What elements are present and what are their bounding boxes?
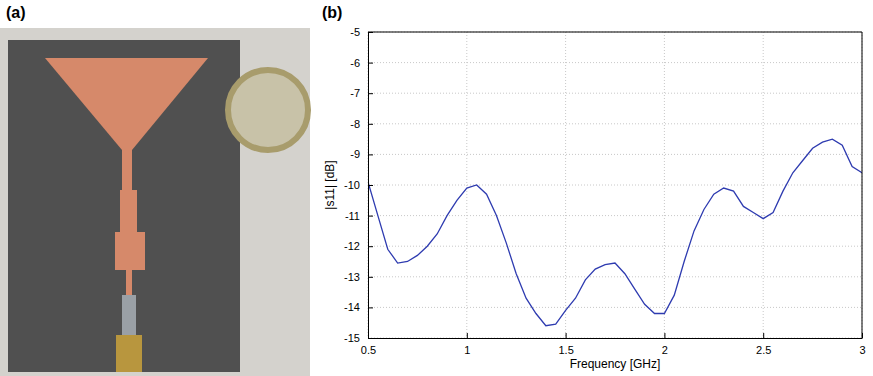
y-tick-label: -6: [350, 57, 360, 69]
frame: [862, 32, 863, 338]
y-tick-mark: [368, 338, 373, 339]
y-tick-label: -14: [344, 301, 360, 313]
s11-line: [368, 139, 862, 326]
y-tick-mark: [368, 246, 373, 247]
y-tick-label: -13: [344, 271, 360, 283]
x-tick-label: 0.5: [361, 344, 376, 356]
y-tick-label: -10: [344, 179, 360, 191]
grid-line: [368, 307, 862, 308]
grid-line: [763, 32, 764, 338]
y-tick: -5: [350, 26, 373, 38]
photo-panel: (a): [0, 4, 310, 376]
x-tick-label: 1.5: [558, 344, 573, 356]
y-tick-mark: [368, 307, 373, 308]
copper-feed: [115, 150, 145, 305]
x-tick-mark: [862, 333, 863, 338]
y-tick-label: -9: [350, 148, 360, 160]
x-tick-label: 2.5: [756, 344, 771, 356]
y-tick-mark: [368, 32, 373, 33]
y-tick-mark: [368, 154, 373, 155]
grid-line: [368, 154, 862, 155]
coax: [122, 295, 136, 335]
x-tick-label: 1: [464, 344, 470, 356]
plot-marks: [368, 139, 862, 326]
y-tick-label: -11: [345, 210, 360, 222]
y-axis: -15 -14 -13 -12 -11 -10 -9 -8 -7 -6 -5: [344, 26, 373, 344]
y-tick: -15: [344, 332, 373, 344]
grid-line: [368, 62, 862, 63]
y-tick: -10: [344, 179, 373, 191]
grid-line: [368, 123, 862, 124]
grid-line: [368, 215, 862, 216]
grid-line: [368, 93, 862, 94]
y-tick-mark: [368, 277, 373, 278]
y-tick-mark: [368, 124, 373, 125]
x-tick: 1.5: [558, 333, 573, 356]
y-tick-mark: [368, 216, 373, 217]
grid-line: [368, 338, 862, 339]
x-tick-label: 3: [859, 344, 865, 356]
copper-radiator: [45, 58, 208, 150]
grid-line: [664, 32, 665, 338]
figure: (a) (b) 0.5 1 1.5 2 2.5 3 -15 -14 -13 -12 -11 -10 -9 -8…: [0, 0, 873, 376]
substrate: [8, 40, 240, 372]
y-tick: -7: [350, 87, 373, 99]
y-tick: -12: [344, 240, 373, 252]
y-tick-label: -5: [350, 26, 360, 38]
plot-background: [368, 32, 862, 338]
sma-connector: [116, 335, 142, 372]
y-tick-label: -8: [350, 118, 360, 130]
grid-line: [368, 246, 862, 247]
y-tick-label: -15: [344, 332, 360, 344]
y-tick: -6: [350, 57, 373, 69]
coin: [228, 70, 308, 150]
x-tick: 2.5: [756, 333, 771, 356]
y-tick: -8: [350, 118, 373, 130]
x-axis-title: Frequency [GHz]: [570, 357, 661, 371]
grid: [368, 32, 862, 338]
panel-label: (a): [6, 4, 26, 21]
grid-line: [565, 32, 566, 338]
photo-background: [0, 28, 310, 376]
y-tick: -9: [350, 148, 373, 160]
grid-line: [368, 32, 862, 33]
y-tick-label: -7: [350, 87, 360, 99]
y-tick: -14: [344, 301, 373, 313]
grid-line: [862, 32, 863, 338]
grid-line: [368, 185, 862, 186]
x-tick-mark: [763, 333, 764, 338]
x-axis: 0.5 1 1.5 2 2.5 3: [361, 333, 866, 356]
y-tick-mark: [368, 185, 373, 186]
x-tick-mark: [566, 333, 567, 338]
x-tick-mark: [664, 333, 665, 338]
frame: [368, 32, 862, 33]
x-tick: 2: [662, 333, 668, 356]
y-tick: -13: [344, 271, 373, 283]
y-tick-label: -12: [344, 240, 360, 252]
x-tick-label: 2: [662, 344, 668, 356]
panel-label: (b): [322, 4, 342, 21]
x-tick-mark: [467, 333, 468, 338]
x-axis-line: [369, 338, 863, 339]
y-axis-title: |s11| [dB]: [323, 160, 337, 209]
y-tick: -11: [345, 210, 373, 222]
grid-line: [368, 276, 862, 277]
y-tick-mark: [368, 93, 373, 94]
x-tick: 1: [464, 333, 470, 356]
x-tick: 3: [859, 333, 865, 356]
y-tick-mark: [368, 63, 373, 64]
